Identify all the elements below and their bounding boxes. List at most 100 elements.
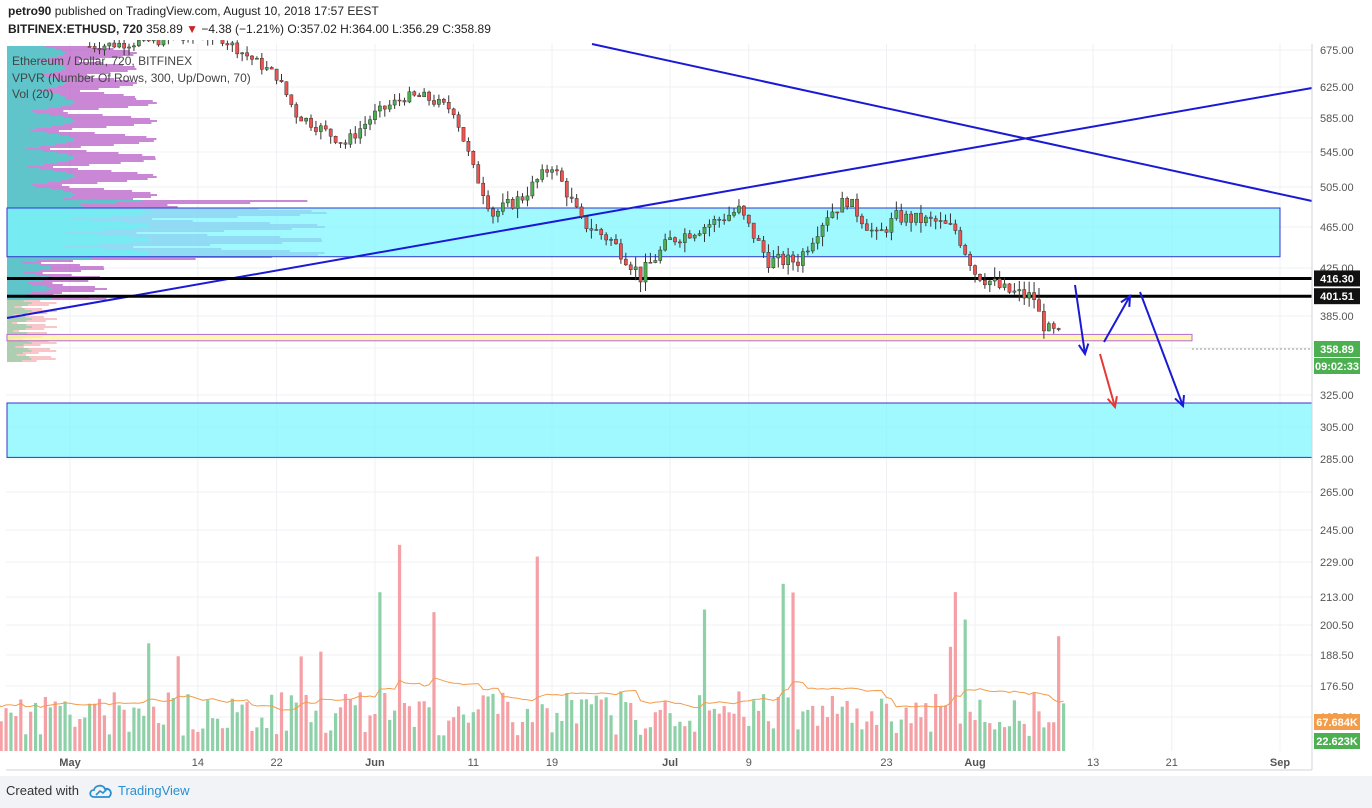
vpvr-row: [7, 150, 43, 152]
volume-last-label-bg: [1314, 733, 1360, 749]
vpvr-row: [7, 146, 81, 148]
vpvr-row: [7, 288, 107, 290]
vpvr-row: [7, 68, 137, 70]
candle-body: [304, 117, 308, 122]
volume-bar: [215, 718, 220, 751]
candle-body: [560, 170, 564, 182]
candle-body: [820, 224, 825, 237]
volume-bar: [412, 726, 416, 751]
volume-bar: [1061, 703, 1066, 751]
arrow-up-retest: [1103, 295, 1131, 343]
vpvr-row: [7, 106, 129, 108]
candle-body: [1042, 311, 1046, 332]
volume-bar: [589, 704, 593, 751]
vpvr-row: [7, 86, 58, 88]
publish-line: petro90 published on TradingView.com, Au…: [8, 4, 379, 18]
candle-body: [623, 258, 628, 266]
last-price: 358.89: [146, 22, 183, 36]
vpvr-row: [7, 184, 32, 186]
candle-body: [756, 238, 761, 241]
candle-body: [948, 223, 953, 225]
candle-body: [264, 67, 269, 70]
volume-bar: [427, 707, 431, 751]
volume-bar: [29, 711, 33, 751]
vpvr-row: [7, 190, 64, 192]
candle-body: [933, 218, 938, 222]
volume-bar: [919, 717, 923, 751]
vpvr-row: [7, 268, 51, 270]
candle-body: [486, 195, 490, 210]
volume-bar: [791, 592, 795, 751]
volume-bar: [634, 720, 638, 751]
vpvr-row: [7, 322, 13, 324]
vpvr-row: [7, 82, 137, 84]
vpvr-row: [7, 264, 80, 266]
vpvr-row: [7, 202, 251, 204]
candle-body: [545, 169, 549, 173]
vpvr-row: [7, 88, 49, 90]
volume-bar: [948, 646, 953, 751]
volume-bar: [201, 728, 205, 751]
volume-bar: [461, 714, 466, 751]
time-tick-label: Jun: [365, 757, 385, 769]
chart-area[interactable]: 675.00 625.00 585.00 545.00 505.00 465.00 425.…: [0, 23, 1372, 776]
candle-body: [564, 181, 569, 198]
volume-bar: [24, 734, 28, 751]
volume-bar: [1012, 700, 1016, 751]
vpvr-row: [7, 84, 134, 86]
volume-bar: [402, 703, 407, 751]
level2-label-bg: [1314, 288, 1360, 305]
volume-bar: [324, 732, 328, 751]
candle-body: [727, 214, 731, 221]
candle-body: [530, 181, 535, 197]
vpvr-row: [7, 360, 22, 362]
ohlc-values: O:357.02 H:364.00 L:356.29 C:358.89: [287, 22, 491, 36]
volume-bar: [894, 732, 898, 751]
vpvr-row: [7, 168, 78, 170]
vpvr-row: [7, 282, 53, 284]
candle-body: [628, 264, 633, 270]
candle-body: [392, 99, 397, 106]
candle-body: [299, 116, 304, 122]
candle-body: [643, 262, 648, 283]
vpvr-row: [7, 98, 137, 100]
candle-body: [515, 196, 520, 209]
price-chart[interactable]: 675.00625.00585.00545.00505.00465.00425.…: [0, 23, 1372, 776]
vpvr-row: [7, 148, 27, 150]
candle-body: [441, 98, 446, 103]
candle-body: [830, 211, 835, 218]
volume-bar: [1027, 735, 1031, 751]
volume-bar: [388, 719, 392, 751]
vpvr-row: [7, 112, 68, 114]
volume-bar: [594, 695, 598, 751]
volume-bar: [875, 724, 879, 751]
tradingview-brand-link[interactable]: TradingView: [118, 783, 190, 798]
volume-last-label: 22.623K: [1316, 736, 1358, 748]
time-tick-label: 22: [270, 757, 282, 769]
volume-bar: [801, 711, 805, 751]
volume-bar: [870, 711, 874, 751]
volume-bar: [447, 720, 451, 751]
vpvr-row: [7, 134, 126, 136]
author-name[interactable]: petro90: [8, 4, 52, 18]
price-tick-label: 465.00: [1320, 222, 1354, 234]
candle-body: [156, 37, 161, 46]
candle-body: [589, 228, 594, 231]
volume-bar: [1052, 722, 1056, 751]
candle-body: [924, 216, 928, 223]
arrow-red-breakdown-head: [1106, 395, 1118, 410]
candle-body: [682, 233, 687, 243]
volume-bar: [820, 705, 825, 751]
volume-bar: [112, 692, 116, 751]
vpvr-row: [7, 72, 54, 74]
tradingview-cloud-icon[interactable]: [88, 782, 114, 805]
volume-bar: [683, 726, 687, 751]
volume-bar: [304, 694, 308, 751]
published-text: published on TradingView.com, August 10,…: [54, 4, 379, 18]
vpvr-row: [7, 118, 150, 120]
volume-bar: [648, 727, 653, 751]
vpvr-row: [7, 326, 32, 328]
vpvr-row: [7, 100, 73, 102]
candle-body: [771, 257, 776, 269]
chart-header: petro90 published on TradingView.com, Au…: [0, 0, 1372, 40]
